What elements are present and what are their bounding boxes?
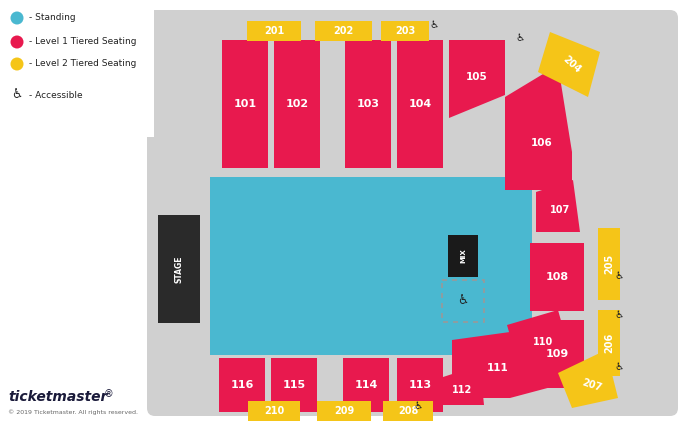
Bar <box>158 215 200 323</box>
Bar <box>2 2 154 137</box>
Text: 104: 104 <box>408 99 431 109</box>
Circle shape <box>10 58 23 70</box>
Text: 110: 110 <box>533 337 553 347</box>
Text: 206: 206 <box>604 333 614 353</box>
Bar <box>315 21 372 41</box>
Text: 113: 113 <box>408 380 431 390</box>
Text: ♿: ♿ <box>615 310 624 320</box>
Text: 204: 204 <box>561 55 583 75</box>
Bar <box>345 40 391 168</box>
Bar <box>248 401 300 421</box>
Text: 112: 112 <box>452 385 472 395</box>
Bar <box>530 243 584 311</box>
Text: 208: 208 <box>398 406 418 416</box>
Text: - Standing: - Standing <box>29 14 75 23</box>
Bar <box>598 228 620 300</box>
Text: 114: 114 <box>354 380 378 390</box>
Text: ♿: ♿ <box>615 362 624 372</box>
Text: - Level 1 Tiered Seating: - Level 1 Tiered Seating <box>29 37 137 46</box>
Text: 202: 202 <box>333 26 353 36</box>
Bar <box>219 358 265 412</box>
Text: 207: 207 <box>581 377 603 393</box>
Bar <box>222 40 268 168</box>
Polygon shape <box>449 40 505 118</box>
Bar <box>530 320 584 388</box>
Bar <box>598 310 620 376</box>
Bar <box>448 235 478 277</box>
Text: ♿: ♿ <box>515 33 525 43</box>
Text: ♿: ♿ <box>458 294 469 308</box>
Text: - Level 2 Tiered Seating: - Level 2 Tiered Seating <box>29 60 137 69</box>
Text: ♿: ♿ <box>12 89 23 101</box>
Text: 205: 205 <box>604 254 614 274</box>
Text: ticketmaster: ticketmaster <box>8 390 108 404</box>
Text: 107: 107 <box>550 205 570 215</box>
Text: 116: 116 <box>230 380 254 390</box>
Polygon shape <box>538 32 600 97</box>
Text: 102: 102 <box>285 99 309 109</box>
Text: 115: 115 <box>283 380 305 390</box>
Text: 103: 103 <box>357 99 379 109</box>
Text: 201: 201 <box>264 26 284 36</box>
Text: STAGE: STAGE <box>174 255 183 283</box>
Bar <box>381 21 429 41</box>
Bar <box>442 280 484 322</box>
Text: 203: 203 <box>395 26 415 36</box>
Text: 105: 105 <box>466 72 488 82</box>
Text: MIX: MIX <box>460 249 466 263</box>
Text: 210: 210 <box>264 406 284 416</box>
Polygon shape <box>558 350 618 408</box>
Polygon shape <box>440 365 484 405</box>
Text: 106: 106 <box>531 138 553 148</box>
Bar <box>317 401 371 421</box>
FancyBboxPatch shape <box>147 10 678 416</box>
Bar <box>271 358 317 412</box>
Text: ♿: ♿ <box>429 20 438 30</box>
Text: ®: ® <box>104 389 114 399</box>
Text: ♿: ♿ <box>414 401 423 411</box>
Text: 101: 101 <box>233 99 257 109</box>
Polygon shape <box>536 180 580 232</box>
Circle shape <box>10 12 23 25</box>
Bar <box>397 358 443 412</box>
Bar <box>274 40 320 168</box>
Circle shape <box>10 35 23 49</box>
Polygon shape <box>507 310 572 370</box>
Polygon shape <box>452 332 570 398</box>
Bar <box>343 358 389 412</box>
Text: 209: 209 <box>334 406 354 416</box>
Bar <box>397 40 443 168</box>
Text: 109: 109 <box>545 349 569 359</box>
Bar <box>383 401 433 421</box>
Text: - Accessible: - Accessible <box>29 90 82 100</box>
Text: 111: 111 <box>487 363 509 373</box>
Polygon shape <box>505 65 572 190</box>
Text: © 2019 Ticketmaster. All rights reserved.: © 2019 Ticketmaster. All rights reserved… <box>8 409 138 415</box>
Bar <box>247 21 301 41</box>
Bar <box>210 177 532 355</box>
Text: 108: 108 <box>545 272 569 282</box>
Text: ♿: ♿ <box>615 271 624 281</box>
